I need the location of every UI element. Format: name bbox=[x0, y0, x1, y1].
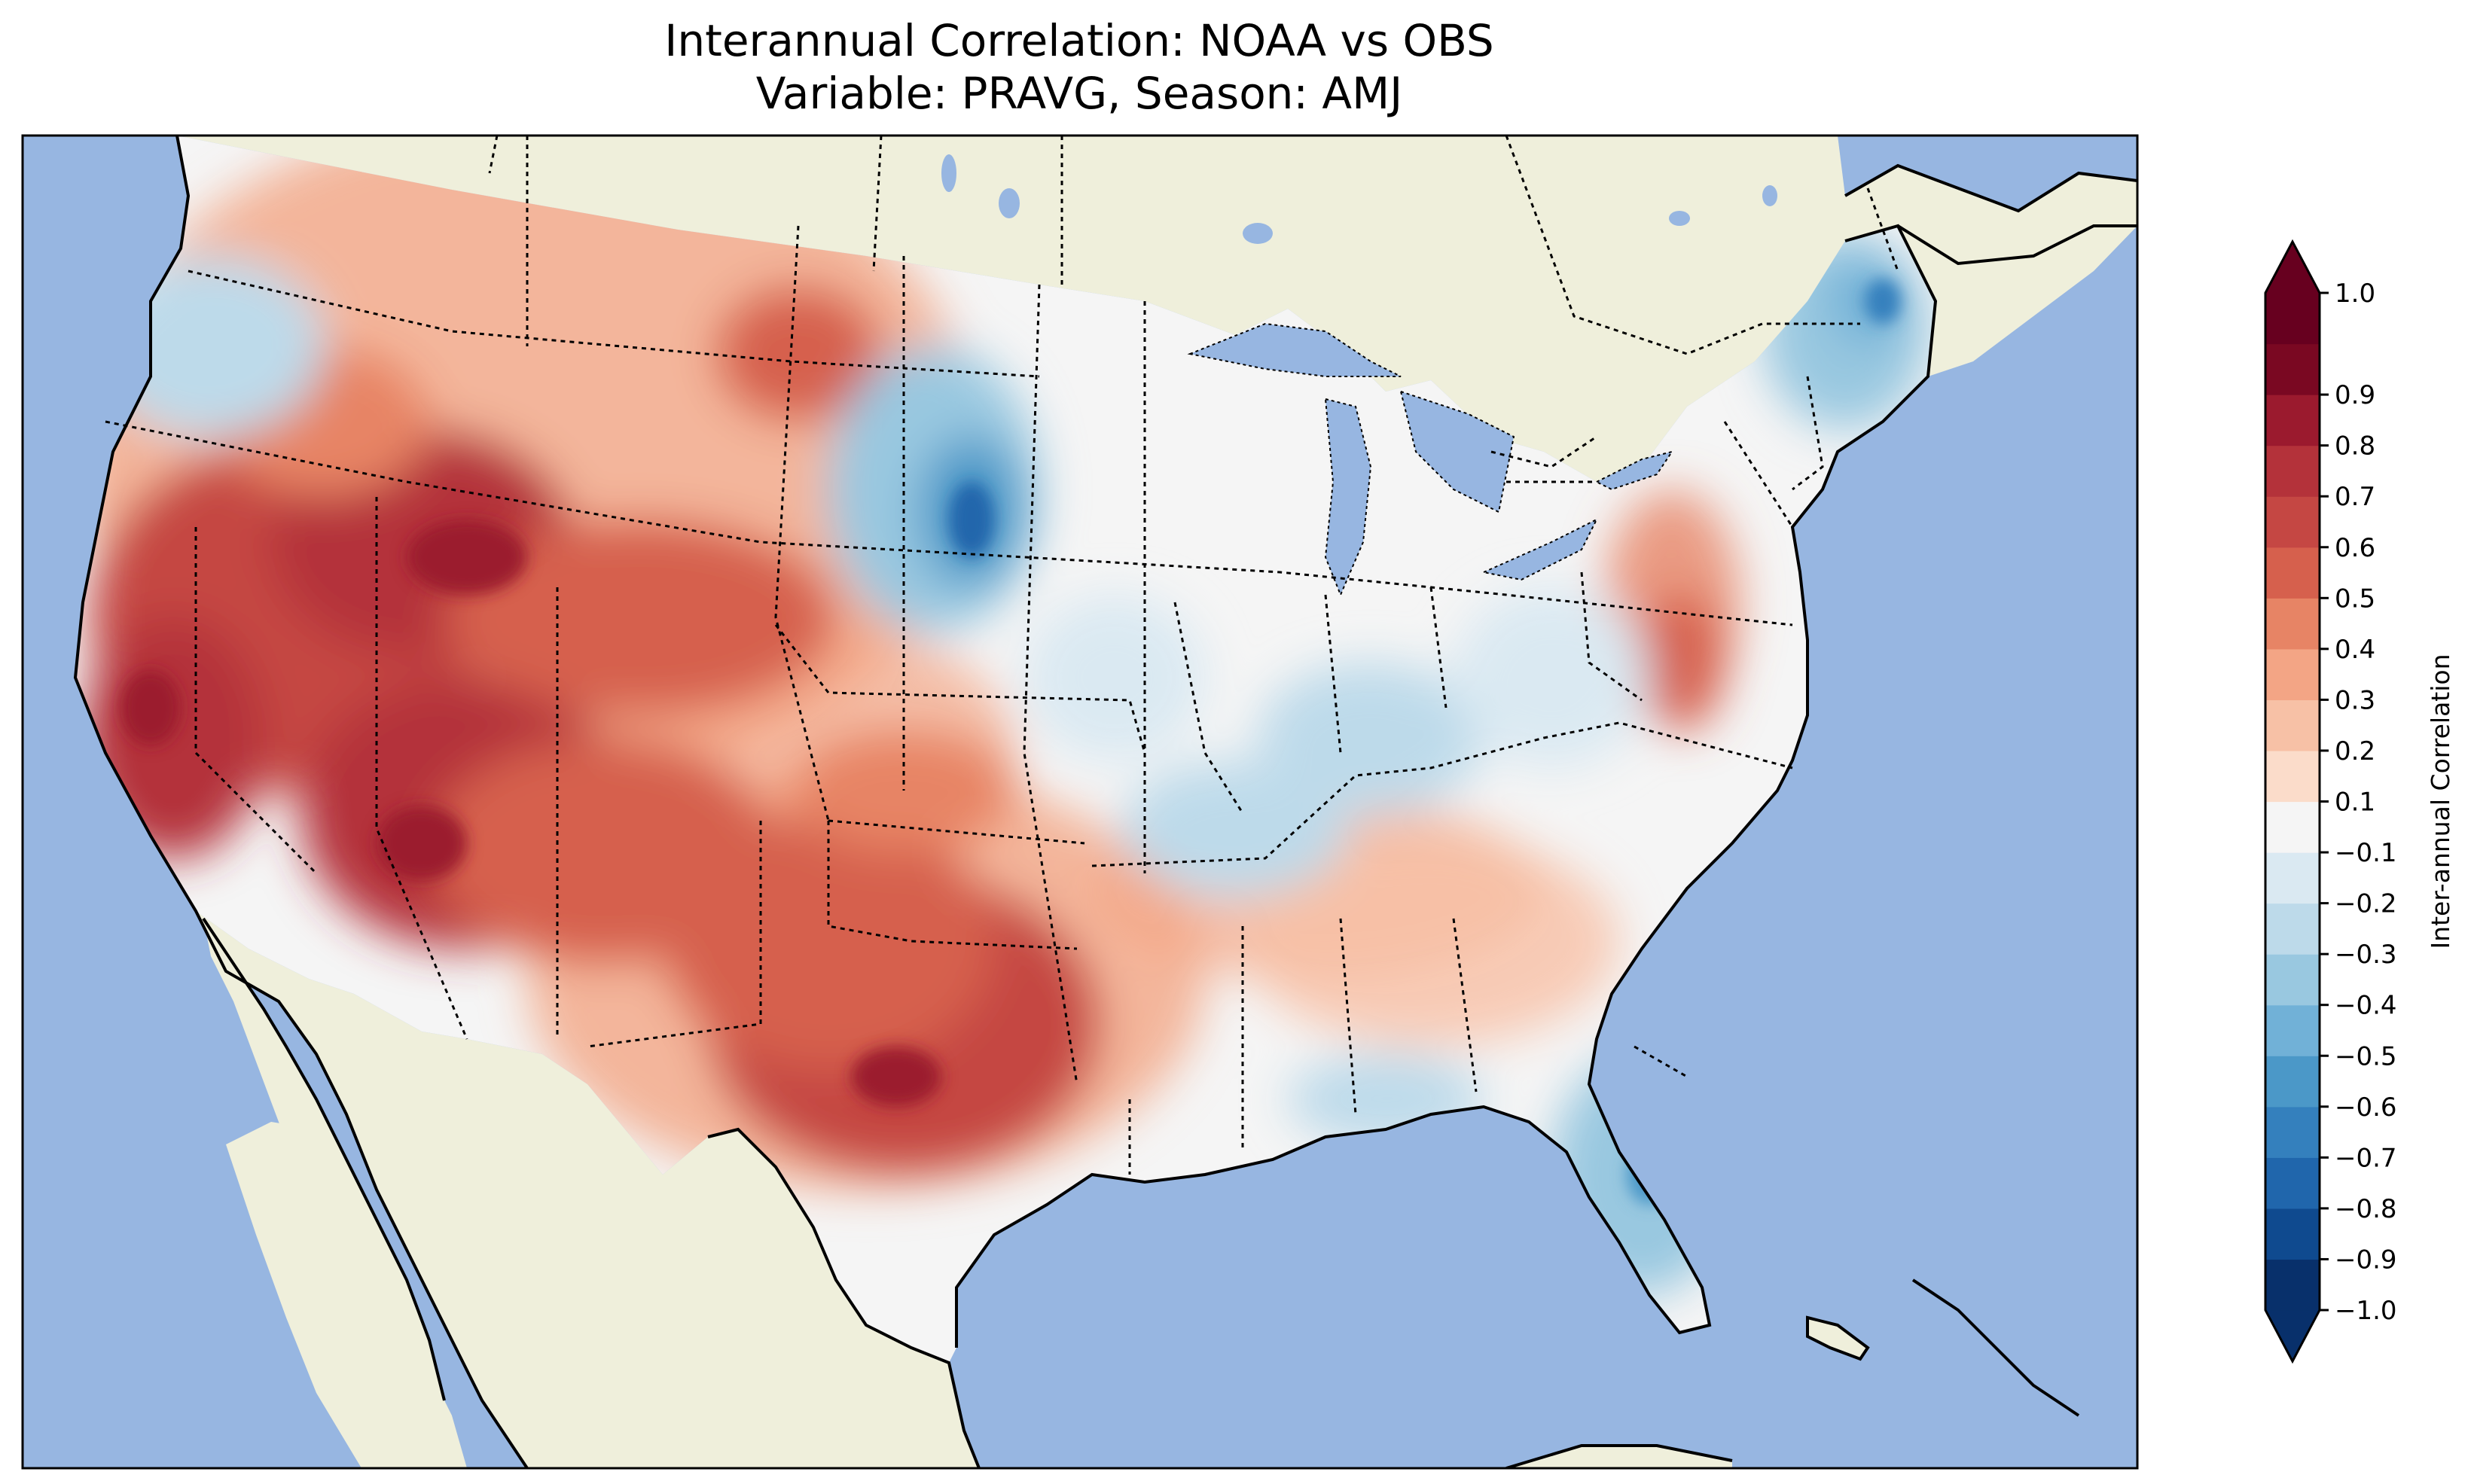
colorbar-swatch bbox=[2265, 1157, 2320, 1209]
colorbar-swatch bbox=[2265, 496, 2320, 548]
colorbar-tick-label: 0.9 bbox=[2335, 380, 2375, 410]
colorbar-tick-label: 0.8 bbox=[2335, 431, 2375, 462]
colorbar-swatch bbox=[2265, 1004, 2320, 1056]
colorbar-swatch bbox=[2265, 648, 2320, 700]
coastlines bbox=[73, 136, 2137, 1468]
colorbar-tick-label: 1.0 bbox=[2335, 279, 2375, 309]
colorbar-tick-label: −0.7 bbox=[2335, 1143, 2397, 1173]
colorbar-extend-min bbox=[2265, 1310, 2320, 1361]
colorbar-tick-label: 0.4 bbox=[2335, 635, 2375, 665]
colorbar-tick-label: 0.1 bbox=[2335, 788, 2375, 818]
great-lakes bbox=[1187, 322, 1674, 597]
province-borders bbox=[488, 136, 1899, 355]
colorbar-swatch bbox=[2265, 954, 2320, 1006]
cuba bbox=[1806, 1315, 1870, 1361]
colorbar-swatch bbox=[2265, 1208, 2320, 1260]
chart-title: Interannual Correlation: NOAA vs OBS bbox=[664, 15, 1494, 66]
colorbar-tick-label: −0.4 bbox=[2335, 991, 2397, 1021]
canada-lakes bbox=[941, 154, 1777, 244]
colorbar-swatch bbox=[2265, 1056, 2320, 1108]
colorbar-tick-label: 0.5 bbox=[2335, 584, 2375, 614]
colorbar-label: Inter-annual Correlation bbox=[2426, 654, 2455, 949]
colorbar-tick-label: 0.6 bbox=[2335, 533, 2375, 563]
colorbar-tick-label: −0.5 bbox=[2335, 1041, 2397, 1071]
colorbar-swatch bbox=[2265, 598, 2320, 650]
colorbar-swatch bbox=[2265, 750, 2320, 803]
colorbar-tick-label: −0.8 bbox=[2335, 1194, 2397, 1224]
state-borders bbox=[105, 136, 1824, 1175]
colorbar-tick-label: −0.9 bbox=[2335, 1245, 2397, 1275]
colorbar-tick-label: 0.7 bbox=[2335, 482, 2375, 512]
canada-land bbox=[177, 136, 2137, 482]
colorbar-tick-label: −0.3 bbox=[2335, 940, 2397, 970]
colorbar-swatch bbox=[2265, 445, 2320, 497]
colorbar-swatch bbox=[2265, 852, 2320, 904]
colorbar-tick-label: −0.1 bbox=[2335, 838, 2397, 868]
map-area bbox=[23, 136, 2137, 1468]
colorbar-swatch bbox=[2265, 293, 2320, 345]
chart-subtitle: Variable: PRAVG, Season: AMJ bbox=[755, 68, 1403, 119]
colorbar-extend-max bbox=[2265, 242, 2320, 293]
colorbar-swatch bbox=[2265, 343, 2320, 395]
colorbar-tick-label: −0.2 bbox=[2335, 889, 2397, 919]
colorbar-tick-label: 0.2 bbox=[2335, 736, 2375, 766]
colorbar-swatch bbox=[2265, 801, 2320, 853]
colorbar-swatch bbox=[2265, 547, 2320, 599]
colorbar-swatch bbox=[2265, 1106, 2320, 1158]
colorbar: −1.0 −0.9 −0.8 −0.7 −0.6 −0.5 −0.4 −0.3 −0.2 −0.1… bbox=[2264, 239, 2455, 1364]
baja-peninsula bbox=[203, 919, 444, 1415]
colorbar-swatch bbox=[2265, 395, 2320, 446]
colorbar-tick-label: 0.3 bbox=[2335, 685, 2375, 715]
colorbar-tick-label: −0.6 bbox=[2335, 1092, 2397, 1123]
colorbar-swatch bbox=[2265, 699, 2320, 751]
colorbar-swatch bbox=[2265, 903, 2320, 955]
colorbar-tick-label: −1.0 bbox=[2335, 1296, 2397, 1326]
colorbar-swatch bbox=[2265, 1259, 2320, 1311]
map-frame bbox=[21, 134, 2139, 1470]
